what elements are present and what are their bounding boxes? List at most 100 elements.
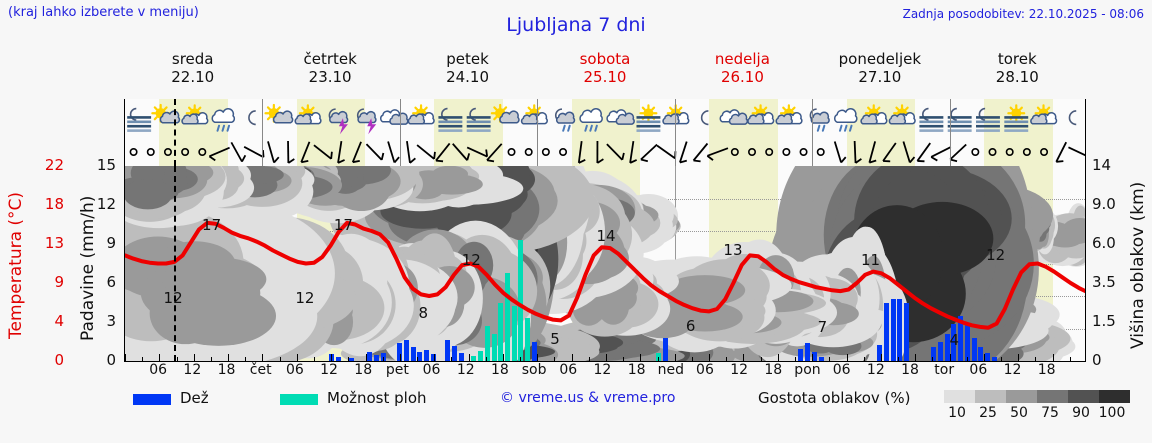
axis-tick-mark: [932, 357, 934, 361]
axis-tick-mark: [709, 354, 711, 361]
cloud-density-tick: 90: [1072, 405, 1090, 421]
time-label: 06: [696, 362, 714, 378]
cloud-tick-5: 0: [1092, 351, 1102, 369]
temperature-tick-5: 0: [54, 351, 64, 369]
axis-tick-mark: [537, 354, 539, 361]
day-separator: [399, 99, 401, 166]
axis-tick-mark: [588, 357, 590, 361]
time-label: 12: [593, 362, 612, 378]
location-note: (kraj lahko izberete v meniju): [8, 5, 199, 20]
day-header-torek: torek 28.10: [949, 50, 1086, 86]
rain-bar: [662, 337, 668, 361]
current-time-marker-top: [174, 99, 176, 166]
copyright-text[interactable]: © vreme.us & vreme.pro: [500, 390, 676, 406]
time-label: 12: [320, 362, 338, 378]
axis-tick-mark: [313, 357, 315, 361]
temperature-value-label: 5: [550, 329, 560, 348]
rain-bar: [897, 298, 903, 361]
showers-bar: [511, 306, 517, 361]
showers-bar: [504, 273, 510, 361]
rain-bar: [367, 352, 373, 361]
time-label: ned: [657, 362, 684, 378]
axis-tick-mark: [606, 354, 607, 361]
cloud-density-cell: [1037, 390, 1068, 403]
axis-tick-mark: [520, 357, 522, 361]
cloud-tick-2: 6.0: [1092, 234, 1116, 252]
axis-tick-mark: [640, 354, 642, 361]
cloud-density-field: [125, 166, 1085, 361]
axis-tick-mark: [331, 354, 333, 361]
temperature-value-label: 17: [202, 215, 222, 234]
day-name: nedelja: [714, 50, 770, 68]
time-label: 06: [559, 362, 578, 378]
axis-tick-mark: [829, 357, 831, 361]
day-name: četrtek: [303, 50, 357, 68]
rain-bar: [951, 323, 957, 361]
axis-tick-mark: [434, 354, 436, 361]
temperature-value-label: 12: [461, 250, 481, 269]
day-name: ponedeljek: [838, 50, 922, 68]
time-label: čet: [249, 362, 272, 378]
rain-bar: [877, 345, 883, 361]
showers-bar: [498, 302, 504, 361]
time-label: pet: [385, 362, 409, 378]
weather-icons: [127, 103, 1077, 135]
cloud-density-scale: 10 25 50 75 90 100: [944, 390, 1137, 421]
rain-bar: [397, 343, 403, 361]
precipitation-tick-4: 3: [106, 312, 116, 330]
cloud-axis-title: Višina oblakov (km): [1128, 181, 1148, 349]
rain-bar: [811, 352, 817, 361]
page-title: Ljubljana 7 dni: [506, 14, 646, 36]
axis-tick-mark: [348, 357, 350, 361]
showers-bar: [484, 325, 490, 361]
axis-tick-mark: [365, 354, 367, 361]
cloud-density-cell: [944, 390, 975, 403]
day-header-nedelja: nedelja 26.10: [674, 50, 811, 86]
axis-tick-mark: [983, 354, 985, 361]
rain-bar: [349, 358, 355, 361]
cloud-tick-4: 1.5: [1092, 312, 1116, 330]
day-separator: [812, 99, 814, 166]
day-date: 22.10: [171, 68, 215, 86]
precipitation-tick-0: 15: [96, 156, 116, 174]
time-label: 12: [730, 362, 749, 378]
axis-tick-mark: [296, 354, 298, 361]
time-label: 06: [969, 362, 988, 378]
showers-bar: [518, 240, 524, 361]
day-date: 25.10: [583, 68, 627, 86]
temperature-tick-3: 9: [54, 273, 64, 291]
axis-tick-mark: [142, 357, 144, 361]
rain-bar: [931, 347, 937, 361]
temperature-tick-1: 18: [44, 195, 64, 213]
axis-tick-mark: [674, 354, 676, 361]
axis-tick-mark: [1052, 354, 1054, 361]
showers-swatch: [280, 394, 318, 405]
axis-tick-mark: [417, 357, 419, 361]
axis-tick-mark: [1001, 357, 1003, 361]
axis-tick-mark: [210, 357, 212, 361]
rain-bar: [904, 302, 910, 361]
rain-bar: [798, 349, 804, 361]
axis-tick-mark: [228, 354, 230, 361]
cloud-density-tick: 10: [948, 405, 966, 421]
rain-bar: [985, 353, 991, 361]
temperature-value-label: 6: [685, 317, 696, 336]
cloud-density-tick: 25: [979, 405, 997, 421]
showers-legend-label: Možnost ploh: [327, 389, 427, 407]
day-header-sreda: sreda 22.10: [124, 50, 261, 86]
precipitation-tick-3: 6: [106, 273, 116, 291]
axis-tick-mark: [468, 354, 470, 361]
day-date: 24.10: [446, 68, 490, 86]
day-date: 28.10: [995, 68, 1039, 86]
rain-bar: [884, 302, 890, 361]
temperature-value-label: 14: [596, 227, 616, 246]
showers-bar: [471, 356, 477, 361]
axis-tick-mark: [623, 357, 625, 361]
showers-bar: [491, 333, 497, 361]
axis-tick-mark: [502, 354, 504, 361]
temperature-tick-4: 4: [54, 312, 64, 330]
axis-tick-mark: [1069, 357, 1071, 361]
day-separator: [537, 99, 539, 166]
weather-plot: 12 17 12 17 8 12 5 14 6 13 7 11 4 12: [124, 99, 1086, 361]
axis-tick-mark: [1035, 357, 1037, 361]
